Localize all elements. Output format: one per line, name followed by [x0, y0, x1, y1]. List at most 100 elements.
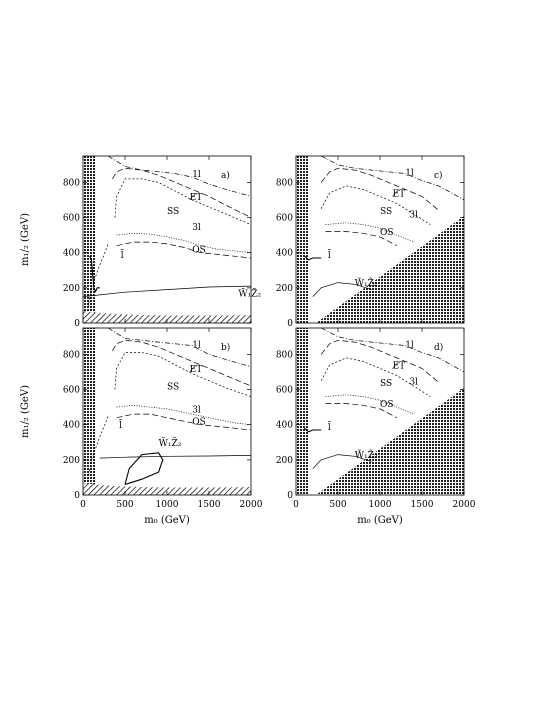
- series-line-1: [112, 339, 252, 387]
- series-line-6: [124, 452, 164, 486]
- panel-d: 0 500 1000 1500 2000 0 200 400 600 800 1lE̸TSS 3l OS…: [276, 327, 476, 526]
- series-line-3: [325, 222, 414, 243]
- series-line-7: [87, 243, 109, 308]
- x-axis-label: m₀ (GeV): [357, 515, 403, 526]
- curve-label: l̃: [119, 419, 123, 431]
- y-tick-label: 800: [276, 178, 293, 188]
- series-line-2: [114, 178, 252, 225]
- x-axis-label: m₀ (GeV): [144, 515, 190, 526]
- plot-frame: [82, 327, 252, 496]
- curve-label: l̃: [120, 249, 124, 261]
- y-tick-label: 200: [276, 456, 293, 466]
- curve-label: OS: [192, 418, 206, 428]
- y-tick-label: 0: [74, 491, 80, 501]
- series-line-5: [82, 285, 252, 297]
- curve-label: SS: [380, 207, 392, 217]
- excluded-region-left: [296, 156, 308, 323]
- curve-label: 1l: [192, 170, 201, 180]
- series-line-4: [325, 403, 397, 419]
- y-tick-label: 600: [63, 214, 80, 224]
- y-tick-label: 0: [287, 491, 293, 501]
- curve-label: E̸T: [392, 188, 405, 199]
- y-tick-label: 200: [63, 456, 80, 466]
- y-tick-label: 600: [63, 386, 80, 396]
- y-axis-label: m₁/₂ (GeV): [20, 213, 31, 266]
- y-tick-label: 600: [276, 386, 293, 396]
- curve-label: 3l: [192, 223, 201, 233]
- y-tick-label: 400: [63, 249, 80, 259]
- x-tick-label: 500: [116, 500, 133, 510]
- curve-label: W̃₁Z̃₂: [355, 277, 378, 289]
- y-tick-label: 800: [276, 350, 293, 360]
- curve-label: 1l: [405, 168, 414, 178]
- series-line-5: [312, 454, 372, 469]
- curve-label: W̃₁Z̃₂: [355, 449, 378, 461]
- series-line-0: [108, 327, 252, 368]
- curve-label: 3l: [192, 405, 201, 415]
- y-tick-label: 200: [63, 284, 80, 294]
- panel-c: 0 200 400 600 800 1lE̸TSS 3l OS l̃ W̃₁Z̃₂ c): [276, 155, 465, 329]
- series-line-2: [114, 352, 252, 397]
- curve-label: SS: [167, 383, 179, 393]
- excluded-region-left: [296, 328, 308, 495]
- series-line-5: [312, 282, 372, 297]
- x-tick-label: 500: [329, 500, 346, 510]
- series-line-0: [321, 155, 465, 201]
- series-line-3: [116, 404, 252, 426]
- x-tick-label: 2000: [240, 500, 263, 510]
- x-tick-label: 1500: [198, 500, 221, 510]
- excluded-region-left: [83, 328, 95, 495]
- panel-b: 0 500 1000 1500 2000 0 200 400 600 800 1l E̸T SS 3l OS…: [20, 327, 263, 526]
- series-line-3: [116, 232, 252, 254]
- curve-label: OS: [380, 400, 394, 410]
- panel-label: a): [221, 170, 230, 181]
- series-line-4: [116, 241, 252, 259]
- series-line-3: [325, 394, 414, 415]
- y-tick-label: 0: [74, 319, 80, 329]
- excluded-region-diagonal: [316, 388, 464, 495]
- series-line-6: [304, 427, 322, 433]
- curve-label: l̃: [328, 249, 332, 261]
- series-line-7: [87, 415, 109, 480]
- series-line-0: [321, 327, 465, 373]
- y-tick-label: 400: [276, 421, 293, 431]
- y-axis-label: m₁/₂ (GeV): [20, 385, 31, 438]
- curve-label: 1l: [405, 340, 414, 350]
- curve-label: OS: [192, 246, 206, 256]
- curve-label: 1l: [192, 340, 201, 350]
- series-line-1: [112, 167, 252, 218]
- panel-label: c): [434, 170, 443, 181]
- series-line-6: [304, 255, 322, 261]
- curve-label: l̃: [328, 421, 332, 433]
- x-tick-label: 0: [293, 500, 299, 510]
- panel-label: d): [434, 342, 443, 353]
- series-line-0: [108, 155, 252, 197]
- series-line-1: [320, 339, 440, 383]
- y-tick-label: 800: [63, 350, 80, 360]
- excluded-region-left: [83, 156, 95, 323]
- series-line-2: [320, 357, 431, 397]
- series-line-2: [320, 185, 431, 225]
- curve-label: 3l: [409, 211, 418, 221]
- series-line-4: [116, 413, 252, 431]
- y-tick-label: 800: [63, 178, 80, 188]
- x-tick-label: 2000: [453, 500, 476, 510]
- excluded-region-diagonal: [316, 216, 464, 323]
- y-tick-label: 0: [287, 319, 293, 329]
- y-tick-label: 600: [276, 214, 293, 224]
- curve-label: W̃₁Z̃₂: [238, 288, 261, 300]
- x-tick-label: 1000: [369, 500, 392, 510]
- curve-label: W̃₁Z̃₂: [159, 437, 182, 449]
- curve-label: E̸T: [189, 192, 202, 203]
- y-tick-label: 200: [276, 284, 293, 294]
- panel-label: b): [221, 342, 230, 353]
- panel-a: 0 200 400 600 800 1l E̸T SS 3l OS l̃ W̃₁Z̃₂ a) m₁/₂ (…: [20, 155, 262, 329]
- x-tick-label: 1500: [411, 500, 434, 510]
- curve-label: OS: [380, 228, 394, 238]
- curve-label: SS: [167, 207, 179, 217]
- x-tick-label: 0: [80, 500, 86, 510]
- series-line-4: [325, 231, 397, 247]
- curve-label: SS: [380, 379, 392, 389]
- series-line-1: [320, 167, 440, 211]
